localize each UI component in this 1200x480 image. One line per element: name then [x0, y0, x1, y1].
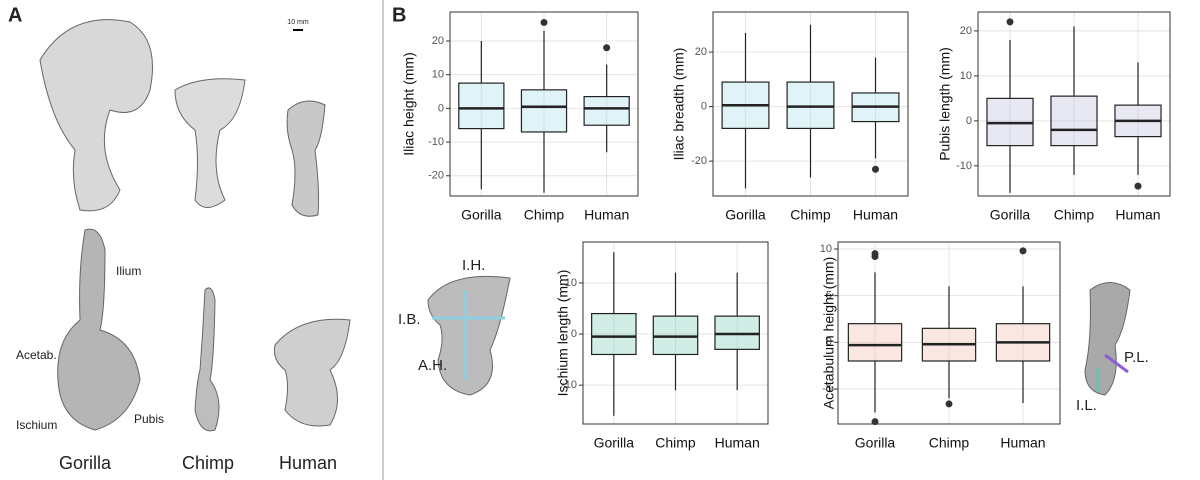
outlier [1134, 182, 1142, 190]
box [847, 323, 903, 362]
y-tick-label: 10 [565, 277, 577, 289]
y-axis-label: Iliac breadth (mm) [671, 48, 687, 161]
x-tick-label: Gorilla [855, 435, 896, 451]
y-tick-label: 0 [571, 328, 577, 340]
y-tick-label: -20 [691, 155, 707, 167]
species-label: Chimp [182, 453, 234, 473]
measure-label: I.B. [398, 311, 421, 328]
x-tick-label: Chimp [524, 207, 565, 223]
measure-line [1104, 353, 1129, 374]
measure-label: P.L. [1124, 349, 1149, 366]
outlier [945, 400, 953, 408]
species-label: Human [279, 453, 337, 473]
plot-border [582, 241, 769, 425]
x-tick-label: Gorilla [725, 207, 766, 223]
x-tick-label: Human [1000, 435, 1045, 451]
x-tick-label: Chimp [655, 435, 696, 451]
y-axis-label: Pubis length (mm) [937, 47, 953, 161]
x-tick-label: Chimp [1054, 207, 1095, 223]
y-tick-label: 10 [432, 69, 444, 81]
outlier [603, 44, 611, 52]
box [786, 81, 835, 129]
x-tick-label: Chimp [929, 435, 970, 451]
x-tick-label: Chimp [790, 207, 831, 223]
panel-label: A [8, 4, 22, 26]
box [458, 82, 505, 130]
y-tick-label: -10 [561, 379, 577, 391]
y-tick-label: 20 [960, 25, 972, 37]
x-tick-label: Gorilla [461, 207, 502, 223]
measure-label: A.H. [418, 357, 447, 374]
box [583, 95, 630, 126]
y-tick-label: -10 [956, 160, 972, 172]
y-tick-label: 20 [695, 46, 707, 58]
box [520, 89, 568, 133]
y-tick-label: 0 [966, 115, 972, 127]
species-label: Gorilla [59, 453, 112, 473]
y-tick-label: -20 [428, 170, 444, 182]
plot-border [712, 11, 909, 197]
x-tick-label: Human [584, 207, 629, 223]
plot-border [449, 11, 639, 197]
x-tick-label: Human [715, 435, 760, 451]
y-tick-label: 10 [820, 243, 832, 255]
part-label: Ischium [16, 418, 57, 432]
part-label: Ilium [116, 264, 141, 278]
panel-label: B [392, 4, 406, 26]
part-label: Pubis [134, 412, 164, 426]
box [591, 312, 637, 356]
y-axis-label: Ischium length (mm) [555, 270, 571, 397]
x-tick-label: Gorilla [990, 207, 1031, 223]
outlier [540, 18, 548, 26]
box [714, 315, 760, 350]
y-tick-label: -5 [822, 383, 832, 395]
plot-border [837, 241, 1061, 425]
x-tick-label: Gorilla [594, 435, 635, 451]
bone-illustrations [39, 19, 1131, 432]
y-axis-label: Acetabulum height (mm) [821, 257, 837, 410]
outlier [1006, 18, 1014, 26]
outlier [1019, 247, 1027, 255]
y-tick-label: 0 [438, 102, 444, 114]
box [1050, 95, 1098, 147]
box [652, 315, 699, 356]
part-label: Acetab. [16, 348, 57, 362]
y-tick-label: 5 [826, 290, 832, 302]
plot-border [977, 11, 1171, 197]
y-tick-label: 20 [432, 35, 444, 47]
outlier [871, 418, 879, 426]
y-tick-label: -10 [428, 136, 444, 148]
x-tick-label: Human [1115, 207, 1160, 223]
measure-label: I.H. [462, 257, 485, 274]
outlier [872, 165, 879, 173]
y-axis-label: Iliac height (mm) [401, 52, 417, 155]
x-tick-label: Human [853, 207, 898, 223]
outlier [871, 252, 879, 260]
measure-label: I.L. [1076, 397, 1097, 414]
y-tick-label: 0 [701, 100, 707, 112]
scale-bar-label: 10 mm [287, 19, 309, 26]
y-tick-label: 10 [960, 70, 972, 82]
y-tick-label: 0 [826, 336, 832, 348]
